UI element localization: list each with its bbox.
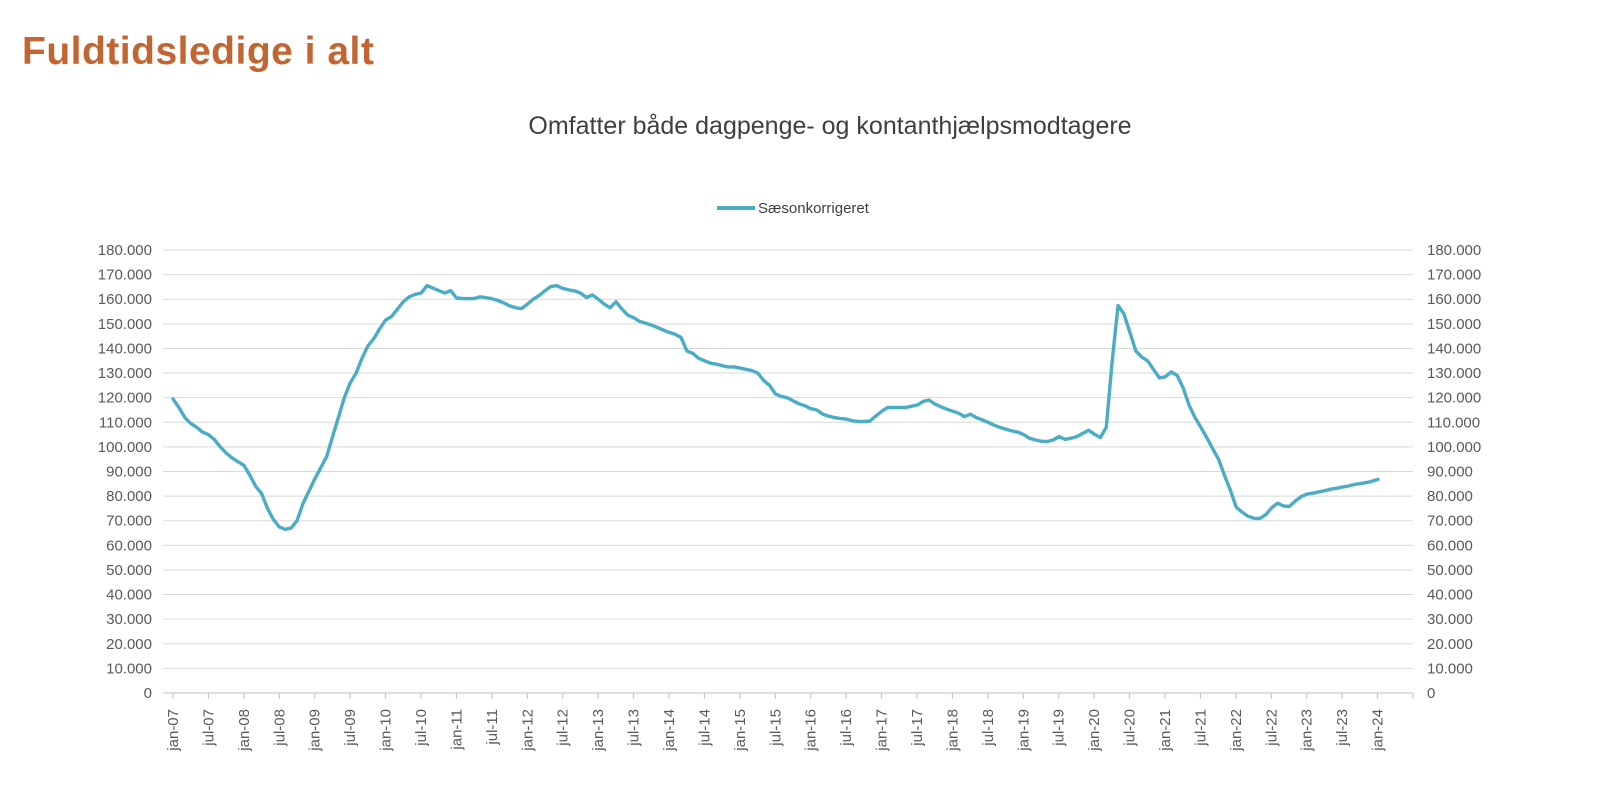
x-axis-label: jan-14: [661, 709, 678, 752]
y-axis-label-left: 80.000: [106, 488, 152, 505]
line-chart: 180.000 180.000 170.000 170.000 160.000 160.0…: [98, 242, 1481, 752]
x-axis-label: jan-23: [1299, 709, 1316, 752]
y-axis-label-left: 70.000: [106, 513, 152, 530]
y-axis-label-right: 40.000: [1427, 587, 1473, 604]
y-axis-label-right: 100.000: [1427, 439, 1481, 456]
y-axis-label-left: 40.000: [106, 587, 152, 604]
x-axis-label: jul-08: [271, 709, 288, 747]
x-axis-label: jan-22: [1228, 709, 1245, 752]
y-axis-label-left: 50.000: [106, 562, 152, 579]
x-axis-label: jul-15: [767, 709, 784, 747]
x-axis-label: jan-24: [1370, 709, 1387, 752]
x-axis-label: jul-20: [1122, 709, 1139, 747]
y-axis-label-right: 90.000: [1427, 464, 1473, 481]
y-axis-label-right: 140.000: [1427, 340, 1481, 357]
y-axis-label-right: 130.000: [1427, 365, 1481, 382]
x-axis-label: jul-12: [555, 709, 572, 747]
x-axis-label: jan-12: [519, 709, 536, 752]
legend-label: Sæsonkorrigeret: [758, 199, 869, 217]
y-axis-label-left: 0: [144, 685, 152, 702]
x-axis-label: jul-11: [484, 709, 501, 746]
x-axis-label: jan-10: [378, 709, 395, 752]
y-axis-label-right: 10.000: [1427, 660, 1473, 677]
y-axis-label-right: 30.000: [1427, 611, 1473, 628]
y-axis-label-right: 80.000: [1427, 488, 1473, 505]
x-axis-label: jan-11: [448, 709, 465, 751]
x-axis-label: jan-08: [236, 709, 253, 752]
y-axis-label-left: 130.000: [98, 365, 152, 382]
y-axis-label-left: 60.000: [106, 537, 152, 554]
y-axis-label-right: 110.000: [1427, 414, 1480, 431]
x-axis-label: jan-09: [307, 709, 324, 752]
legend-line-marker: [717, 206, 756, 210]
x-axis-label: jul-19: [1051, 709, 1068, 747]
x-axis-label: jul-23: [1334, 709, 1351, 747]
x-axis-label: jul-21: [1192, 709, 1209, 747]
x-axis-label: jan-17: [874, 709, 891, 752]
x-axis-label: jul-16: [838, 709, 855, 747]
x-axis-label: jul-17: [909, 709, 926, 747]
y-axis-label-left: 10.000: [106, 660, 152, 677]
x-axis-label: jan-21: [1157, 709, 1174, 752]
y-axis-label-right: 160.000: [1427, 291, 1481, 308]
y-axis-label-left: 180.000: [98, 242, 152, 259]
x-axis-label: jul-22: [1263, 709, 1280, 747]
series-line: [171, 284, 1380, 531]
y-axis-label-right: 70.000: [1427, 513, 1473, 530]
x-axis-label: jul-14: [696, 709, 713, 747]
y-axis-label-left: 90.000: [106, 464, 152, 481]
y-axis-label-left: 150.000: [98, 316, 152, 333]
x-axis-label: jan-18: [944, 709, 961, 752]
x-axis-label: jul-13: [626, 709, 643, 747]
y-axis-label-right: 180.000: [1427, 242, 1481, 259]
y-axis-label-left: 100.000: [98, 439, 152, 456]
x-axis-label: jul-09: [342, 709, 359, 747]
page-title: Fuldtidsledige i alt: [22, 30, 375, 73]
y-axis-label-right: 150.000: [1427, 316, 1481, 333]
legend: Sæsonkorrigeret: [173, 199, 1413, 217]
y-axis-label-right: 170.000: [1427, 267, 1481, 284]
y-axis-label-right: 50.000: [1427, 562, 1473, 579]
x-axis-label: jul-10: [413, 709, 430, 747]
y-axis-label-left: 160.000: [98, 291, 152, 308]
x-axis-label: jul-07: [200, 709, 217, 747]
x-axis-label: jan-13: [590, 709, 607, 752]
y-axis-label-right: 60.000: [1427, 537, 1473, 554]
y-axis-label-right: 120.000: [1427, 390, 1481, 407]
chart-title: Omfatter både dagpenge- og kontanthjælps…: [528, 112, 1132, 140]
y-axis-label-left: 30.000: [106, 611, 152, 628]
y-axis-label-left: 120.000: [98, 390, 152, 407]
x-axis-label: jan-07: [165, 709, 182, 752]
y-axis-label-left: 20.000: [106, 636, 152, 653]
x-axis-label: jan-19: [1015, 709, 1032, 752]
y-axis-label-left: 140.000: [98, 340, 152, 357]
x-axis-label: jan-15: [732, 709, 749, 752]
y-axis-label-right: 0: [1427, 685, 1435, 702]
x-axis-label: jan-20: [1086, 709, 1103, 752]
y-axis-label-right: 20.000: [1427, 636, 1473, 653]
y-axis-label-left: 170.000: [98, 267, 152, 284]
x-axis-label: jul-18: [980, 709, 997, 747]
y-axis-label-left: 110.000: [99, 414, 152, 431]
x-axis-label: jan-16: [803, 709, 820, 752]
